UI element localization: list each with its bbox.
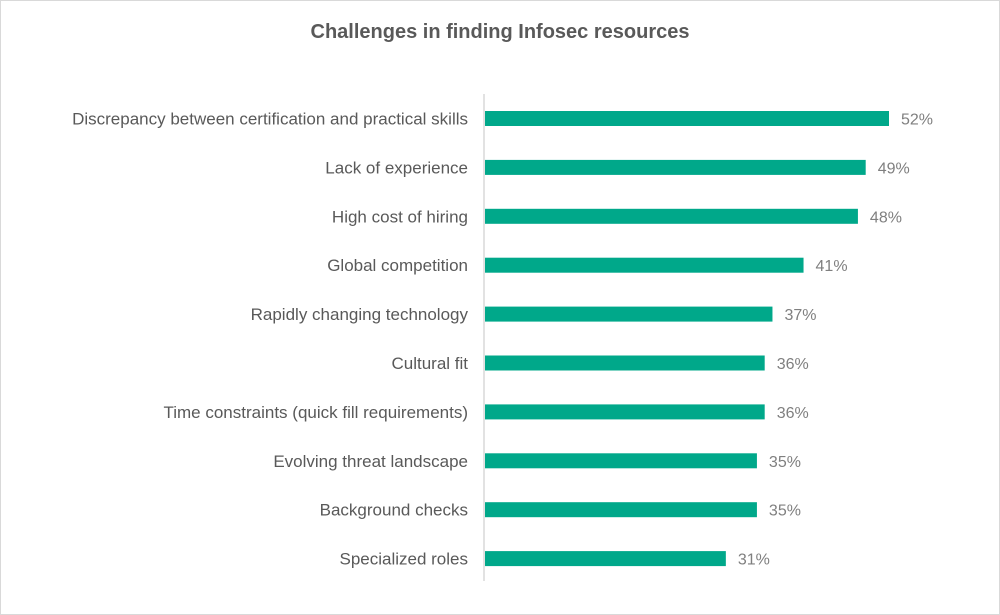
value-label: 37%: [784, 307, 816, 324]
category-label: Cultural fit: [391, 354, 468, 373]
value-label: 52%: [901, 112, 933, 129]
value-label: 31%: [738, 552, 770, 569]
value-label: 48%: [870, 209, 902, 226]
value-label: 36%: [777, 405, 809, 422]
bar: [485, 257, 804, 273]
category-label: Time constraints (quick fill requirement…: [163, 403, 468, 422]
category-label: Discrepancy between certification and pr…: [72, 110, 468, 129]
category-label: Background checks: [320, 501, 468, 520]
value-label: 35%: [769, 503, 801, 520]
bar: [485, 111, 889, 126]
bar: [485, 159, 866, 175]
category-label: Lack of experience: [325, 158, 468, 177]
category-label: Specialized roles: [339, 550, 468, 569]
category-label: Rapidly changing technology: [251, 305, 469, 324]
chart-title: Challenges in finding Infosec resources: [311, 21, 690, 43]
bar: [485, 502, 757, 518]
value-label: 49%: [878, 160, 910, 177]
bar: [485, 306, 773, 322]
value-label: 35%: [769, 454, 801, 471]
category-label: Global competition: [327, 256, 468, 275]
bar: [485, 551, 726, 567]
bar: [485, 453, 757, 469]
bar: [485, 208, 858, 224]
bar: [485, 404, 765, 420]
bar: [485, 355, 765, 371]
category-label: High cost of hiring: [332, 207, 468, 226]
category-label: Evolving threat landscape: [273, 452, 468, 471]
value-label: 36%: [777, 356, 809, 373]
value-label: 41%: [816, 258, 848, 275]
